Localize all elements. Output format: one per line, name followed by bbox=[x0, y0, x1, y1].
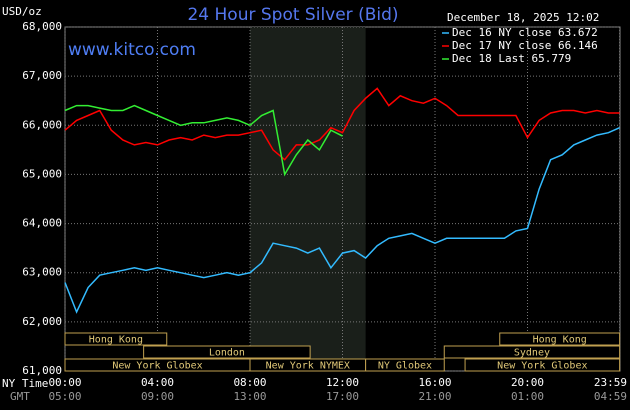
x-tick-label: 04:00 bbox=[141, 376, 174, 389]
legend-label: Dec 18 Last 65.779 bbox=[452, 52, 571, 65]
series-line bbox=[64, 127, 620, 314]
session-label: New York NYMEX bbox=[266, 361, 350, 372]
y-tick-label: 63,000 bbox=[22, 266, 62, 279]
session-label: Hong Kong bbox=[89, 335, 143, 346]
x-tick-label: 12:00 bbox=[326, 376, 359, 389]
y-tick-label: 66,000 bbox=[22, 118, 62, 131]
session-box bbox=[64, 332, 168, 346]
x2-tick-label: 04:59 bbox=[594, 390, 627, 403]
session-label: Sydney bbox=[514, 348, 550, 359]
session-box bbox=[464, 358, 621, 372]
x2-tick-label: 13:00 bbox=[233, 390, 266, 403]
x2-tick-label: 01:00 bbox=[511, 390, 544, 403]
x2-row-label: GMT bbox=[10, 390, 30, 403]
watermark: www.kitco.com bbox=[68, 40, 196, 60]
session-box bbox=[499, 332, 621, 346]
x-tick-label: 20:00 bbox=[511, 376, 544, 389]
session-label: New York Globex bbox=[497, 361, 587, 372]
legend-label: Dec 16 NY close 63.672 bbox=[452, 26, 598, 39]
session-label: NY Globex bbox=[378, 361, 432, 372]
y-tick-label: 64,000 bbox=[22, 217, 62, 230]
y-tick-label: 65,000 bbox=[22, 167, 62, 180]
session-box bbox=[143, 345, 311, 359]
y-tick-label: 62,000 bbox=[22, 315, 62, 328]
x2-tick-label: 21:00 bbox=[418, 390, 451, 403]
session-label: New York Globex bbox=[112, 361, 202, 372]
session-label: Hong Kong bbox=[533, 335, 587, 346]
x-tick-label: 08:00 bbox=[233, 376, 266, 389]
y-tick-label: 61,000 bbox=[22, 364, 62, 377]
shaded-region bbox=[250, 27, 366, 371]
x-row-label: NY Time bbox=[2, 377, 48, 390]
x2-tick-label: 05:00 bbox=[48, 390, 81, 403]
timestamp: December 18, 2025 12:02 bbox=[447, 11, 599, 24]
y-tick-label: 68,000 bbox=[22, 20, 62, 33]
series-line bbox=[64, 87, 620, 161]
x2-tick-label: 09:00 bbox=[141, 390, 174, 403]
x-tick-label: 00:00 bbox=[48, 376, 81, 389]
session-box bbox=[365, 358, 445, 372]
series-line bbox=[64, 104, 343, 177]
x-tick-label: 16:00 bbox=[418, 376, 451, 389]
y-tick-label: 67,000 bbox=[22, 69, 62, 82]
legend-label: Dec 17 NY close 66.146 bbox=[452, 39, 598, 52]
chart-title: 24 Hour Spot Silver (Bid) bbox=[187, 5, 398, 25]
session-label: London bbox=[209, 348, 245, 359]
x2-tick-label: 17:00 bbox=[326, 390, 359, 403]
session-box bbox=[443, 345, 621, 359]
y-unit: USD/oz bbox=[2, 5, 42, 18]
x-tick-label: 23:59 bbox=[594, 376, 627, 389]
